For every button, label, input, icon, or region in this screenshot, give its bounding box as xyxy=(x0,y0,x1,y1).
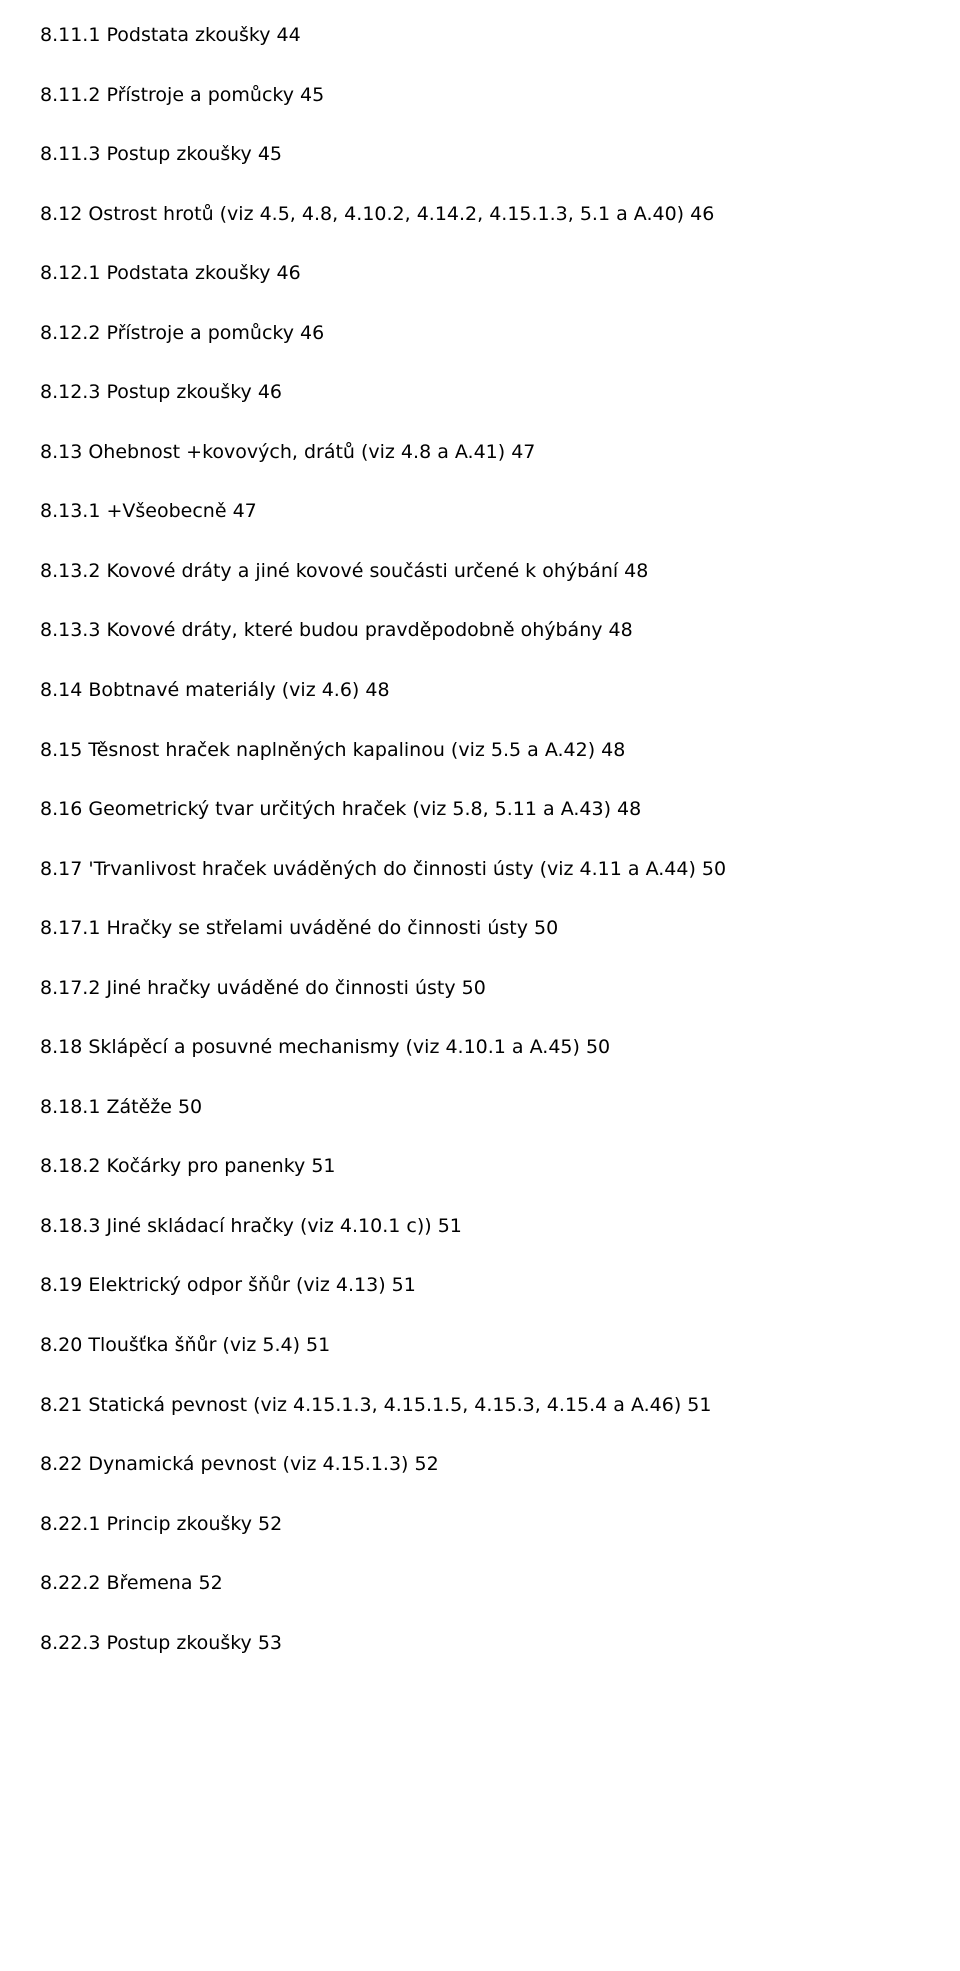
toc-entry: 8.19 Elektrický odpor šňůr (viz 4.13) 51 xyxy=(40,1272,920,1300)
toc-entry: 8.18.2 Kočárky pro panenky 51 xyxy=(40,1153,920,1181)
toc-entry: 8.13.3 Kovové dráty, které budou pravděp… xyxy=(40,617,920,645)
toc-entry: 8.11.2 Přístroje a pomůcky 45 xyxy=(40,82,920,110)
toc-entry: 8.18.1 Zátěže 50 xyxy=(40,1094,920,1122)
toc-entry: 8.13.1 +Všeobecně 47 xyxy=(40,498,920,526)
toc-entry: 8.21 Statická pevnost (viz 4.15.1.3, 4.1… xyxy=(40,1392,920,1420)
toc-entry: 8.12 Ostrost hrotů (viz 4.5, 4.8, 4.10.2… xyxy=(40,201,920,229)
toc-entry: 8.18 Sklápěcí a posuvné mechanismy (viz … xyxy=(40,1034,920,1062)
toc-entry: 8.15 Těsnost hraček naplněných kapalinou… xyxy=(40,737,920,765)
toc-entry: 8.13 Ohebnost +kovových, drátů (viz 4.8 … xyxy=(40,439,920,467)
toc-entry: 8.14 Bobtnavé materiály (viz 4.6) 48 xyxy=(40,677,920,705)
toc-entry: 8.17.2 Jiné hračky uváděné do činnosti ú… xyxy=(40,975,920,1003)
toc-entry: 8.16 Geometrický tvar určitých hraček (v… xyxy=(40,796,920,824)
toc-entry: 8.18.3 Jiné skládací hračky (viz 4.10.1 … xyxy=(40,1213,920,1241)
toc-entry: 8.12.1 Podstata zkoušky 46 xyxy=(40,260,920,288)
toc-entry: 8.12.3 Postup zkoušky 46 xyxy=(40,379,920,407)
toc-list: 8.11.1 Podstata zkoušky 44 8.11.2 Přístro… xyxy=(40,22,920,1657)
toc-entry: 8.22 Dynamická pevnost (viz 4.15.1.3) 52 xyxy=(40,1451,920,1479)
toc-entry: 8.22.2 Břemena 52 xyxy=(40,1570,920,1598)
toc-entry: 8.17.1 Hračky se střelami uváděné do čin… xyxy=(40,915,920,943)
toc-entry: 8.22.3 Postup zkoušky 53 xyxy=(40,1630,920,1658)
toc-entry: 8.17 'Trvanlivost hraček uváděných do či… xyxy=(40,856,920,884)
toc-entry: 8.12.2 Přístroje a pomůcky 46 xyxy=(40,320,920,348)
toc-entry: 8.13.2 Kovové dráty a jiné kovové součás… xyxy=(40,558,920,586)
toc-entry: 8.22.1 Princip zkoušky 52 xyxy=(40,1511,920,1539)
toc-entry: 8.11.1 Podstata zkoušky 44 xyxy=(40,22,920,50)
toc-entry: 8.11.3 Postup zkoušky 45 xyxy=(40,141,920,169)
toc-entry: 8.20 Tloušťka šňůr (viz 5.4) 51 xyxy=(40,1332,920,1360)
